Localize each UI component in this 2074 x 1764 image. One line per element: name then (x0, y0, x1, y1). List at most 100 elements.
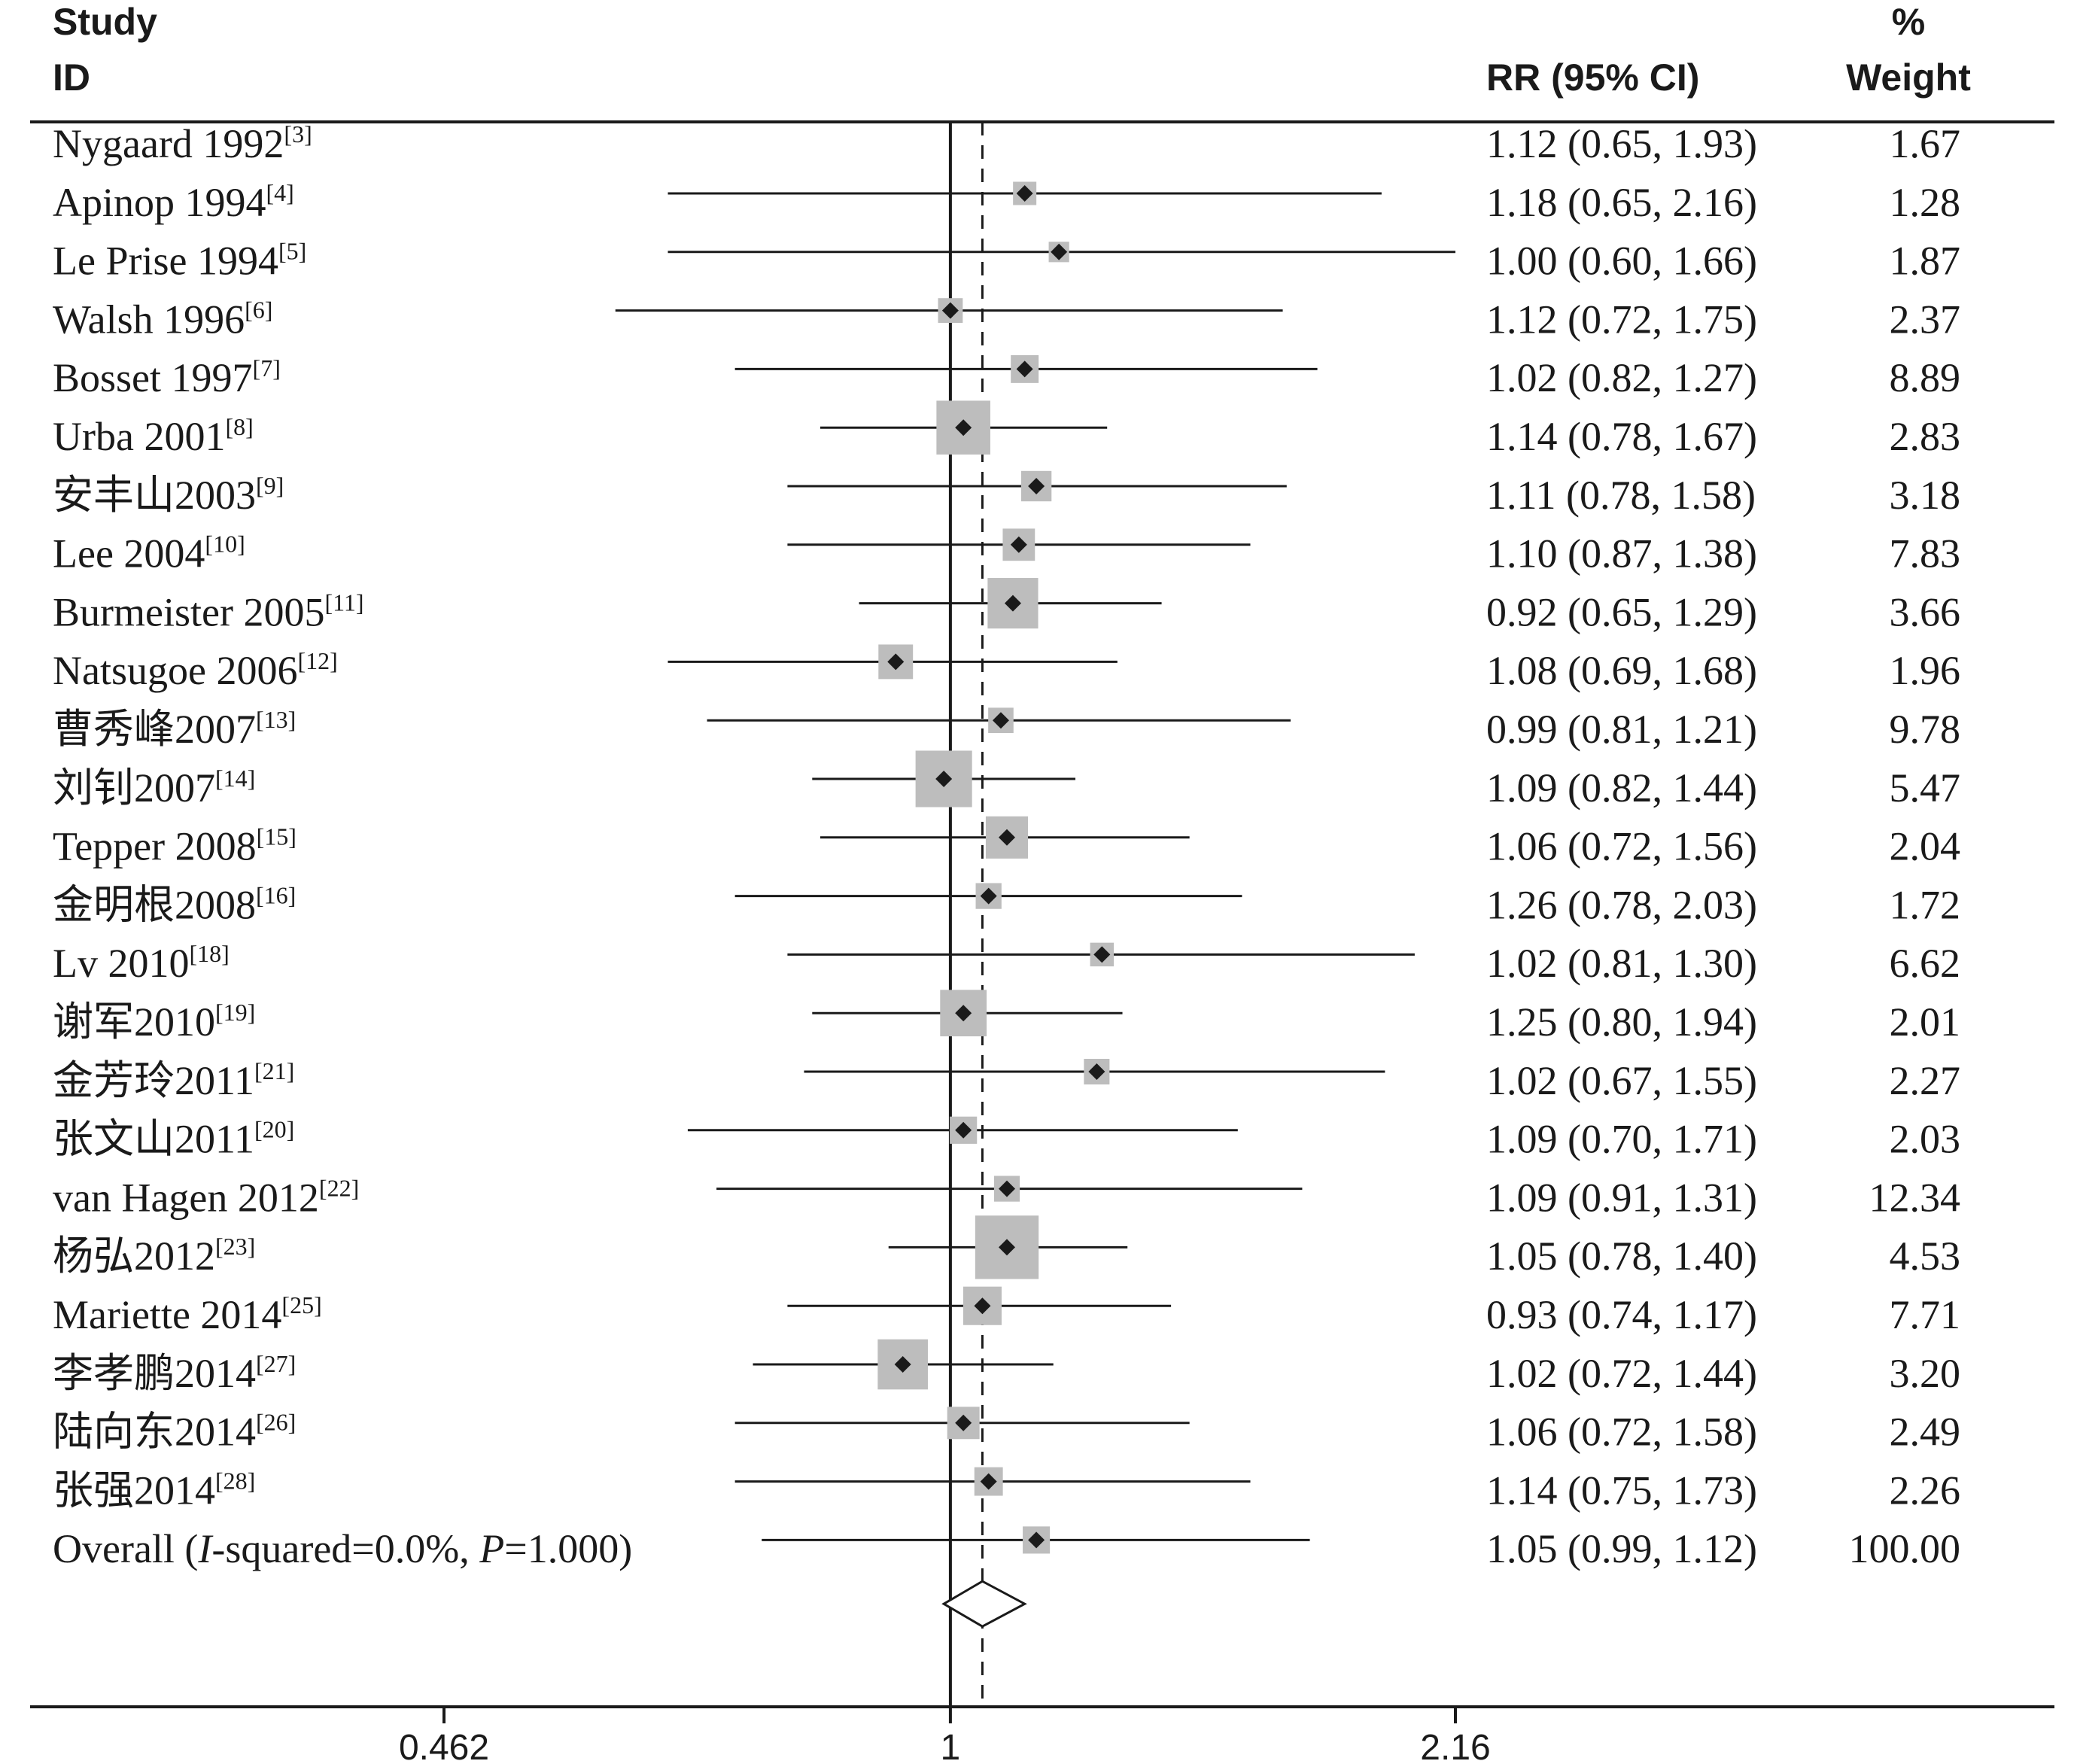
point-estimate (941, 302, 959, 319)
study-name: Burmeister 2005 (53, 589, 324, 634)
point-estimate (999, 1180, 1016, 1197)
rr-ci-text: 0.92 (0.65, 1.29) (1486, 589, 1757, 634)
point-estimate (955, 1414, 972, 1431)
study-ref: [27] (256, 1350, 296, 1377)
x-tick-label: 2.16 (1420, 1728, 1490, 1764)
overall-label-part: P (479, 1526, 504, 1571)
rr-ci-text: 1.09 (0.91, 1.31) (1486, 1175, 1757, 1220)
weight-text: 7.71 (1890, 1292, 1961, 1337)
study-name: Walsh 1996 (53, 297, 245, 342)
rr-ci-text: 1.12 (0.65, 1.93) (1486, 121, 1757, 166)
point-estimate (1051, 243, 1068, 260)
study-name: 谢军2010 (53, 999, 215, 1045)
point-estimate (1028, 478, 1045, 494)
study-label: Burmeister 2005[11] (53, 589, 364, 634)
weight-text: 1.87 (1890, 239, 1961, 284)
point-estimate (1010, 536, 1027, 553)
study-ref: [6] (245, 296, 272, 323)
study-label: Mariette 2014[25] (53, 1291, 322, 1337)
rr-ci-text: 1.12 (0.72, 1.75) (1486, 297, 1757, 342)
study-label: Nygaard 1992[3] (53, 120, 312, 166)
header-rr-ci: RR (95% CI) (1486, 56, 1699, 99)
overall-diamond (941, 1580, 1027, 1628)
study-name: Apinop 1994 (53, 180, 266, 225)
rr-ci-text: 1.02 (0.81, 1.30) (1486, 941, 1757, 986)
point-estimate (894, 1356, 911, 1373)
point-estimate (999, 1239, 1016, 1256)
rr-ci-text: 1.02 (0.67, 1.55) (1486, 1058, 1757, 1103)
rr-ci-values: 1.12 (0.65, 1.93) 1.18 (0.65, 2.16) 1.00 (… (1486, 121, 1757, 1513)
study-ref: [22] (319, 1174, 359, 1201)
study-ref: [9] (256, 472, 284, 499)
study-ref: [8] (225, 413, 253, 440)
study-label: Natsugoe 2006[12] (53, 647, 338, 693)
rr-ci-text: 1.02 (0.82, 1.27) (1486, 355, 1757, 400)
study-label: 刘钊2007[14] (53, 765, 255, 811)
study-ref: [28] (215, 1467, 255, 1494)
study-ref: [3] (284, 120, 312, 148)
study-label: Apinop 1994[4] (53, 179, 294, 225)
point-estimate (980, 887, 997, 905)
study-ref: [23] (215, 1233, 255, 1260)
rr-ci-text: 1.11 (0.78, 1.58) (1486, 473, 1756, 518)
overall-label-part: =1.000) (504, 1526, 632, 1571)
point-estimate (955, 1005, 972, 1022)
study-label: Lv 2010[18] (53, 940, 230, 986)
study-name: Lee 2004 (53, 531, 205, 576)
x-tick-label: 1 (941, 1728, 961, 1764)
overall-label-part: -squared=0.0%, (211, 1526, 479, 1571)
study-label: van Hagen 2012[22] (53, 1174, 359, 1220)
weight-text: 3.18 (1890, 473, 1961, 518)
point-estimate (955, 1121, 972, 1139)
weight-text: 2.04 (1890, 824, 1961, 869)
study-name: Nygaard 1992 (53, 121, 284, 166)
study-ref: [12] (297, 647, 337, 674)
point-estimate (955, 419, 972, 436)
study-name: 陆向东2014 (53, 1410, 256, 1455)
study-label: Tepper 2008[15] (53, 823, 297, 869)
study-name: 金明根2008 (53, 882, 256, 927)
rr-ci-text: 1.06 (0.72, 1.58) (1486, 1410, 1757, 1455)
rr-ci-text: 1.00 (0.60, 1.66) (1486, 239, 1757, 284)
point-estimate (1093, 946, 1111, 963)
point-estimate (1016, 360, 1033, 378)
study-name: 安丰山2003 (53, 473, 256, 518)
study-label: 金芳玲2011[21] (53, 1057, 294, 1103)
study-ref: [5] (278, 238, 306, 265)
rr-ci-text: 0.93 (0.74, 1.17) (1486, 1292, 1757, 1337)
rr-ci-text: 1.10 (0.87, 1.38) (1486, 531, 1757, 576)
study-label: 谢军2010[19] (53, 999, 255, 1045)
weight-text: 1.28 (1890, 180, 1961, 225)
weight-text: 1.72 (1890, 882, 1961, 927)
header-weight: Weight (1846, 56, 1971, 99)
point-estimate (887, 653, 905, 671)
study-ref: [25] (281, 1291, 321, 1318)
study-label: Bosset 1997[7] (53, 354, 281, 400)
weight-text: 2.01 (1890, 999, 1961, 1045)
study-name: 张强2014 (53, 1467, 215, 1513)
study-name: Bosset 1997 (53, 355, 253, 400)
header-percent: % (1892, 1, 1925, 43)
weight-text: 3.66 (1890, 589, 1961, 634)
overall-row: Overall (I-squared=0.0%, P=1.000) 1.05 (0… (53, 1526, 1960, 1628)
study-name: 刘钊2007 (53, 765, 215, 811)
study-name: 张文山2011 (53, 1117, 254, 1162)
study-ref: [14] (215, 765, 255, 792)
study-ref: [19] (215, 999, 255, 1026)
weight-text: 6.62 (1890, 941, 1961, 986)
overall-label-part: Overall ( (53, 1526, 198, 1571)
header-id: ID (53, 56, 90, 99)
study-name: Natsugoe 2006 (53, 648, 297, 693)
study-name: Le Prise 1994 (53, 239, 278, 284)
point-estimate (999, 829, 1016, 846)
study-name: 金芳玲2011 (53, 1058, 254, 1103)
rr-ci-text: 1.26 (0.78, 2.03) (1486, 882, 1757, 927)
rr-ci-text: 1.25 (0.80, 1.94) (1486, 999, 1757, 1045)
rr-ci-text: 1.18 (0.65, 2.16) (1486, 180, 1757, 225)
study-ref: [10] (205, 531, 245, 558)
header-study: Study (53, 1, 157, 43)
x-axis-ticks: 0.462 1 2.16 (399, 1707, 1491, 1764)
study-label: 曹秀峰2007[13] (53, 706, 296, 752)
study-ref: [11] (324, 589, 363, 616)
study-label: Urba 2001[8] (53, 413, 254, 459)
